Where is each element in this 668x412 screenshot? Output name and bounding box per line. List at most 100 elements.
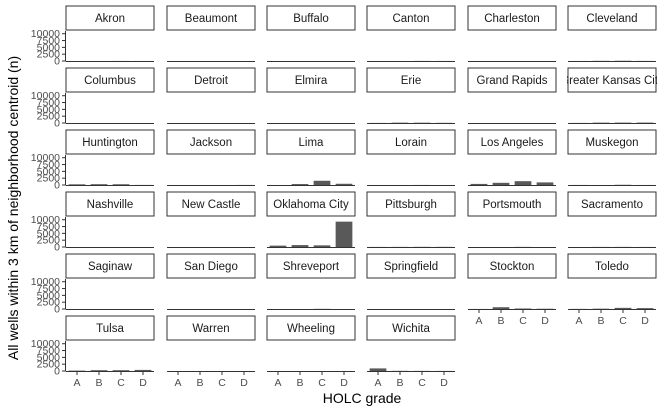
y-tick-label: 10000 [31,338,60,350]
facet-panel: Pittsburgh [366,191,456,248]
x-tick-label: A [73,377,80,389]
x-tick-label: D [641,315,649,327]
x-tick-label: C [418,377,426,389]
facet-panel: Los Angeles [467,129,557,186]
facet-strip-label: Wheeling [287,323,335,335]
y-tick-label: 0 [54,56,60,68]
facet-strip-label: Huntington [82,137,138,149]
bar [592,308,610,310]
facet-strip-label: Detroit [194,75,229,87]
facet-strip [467,129,557,155]
facet-strip-label: Pittsburgh [385,199,437,211]
facet-strip-label: Toledo [595,261,629,273]
x-tick-label: C [218,377,226,389]
bar [369,368,387,371]
y-tick-label: 5000 [37,166,61,178]
facet-panel: Wichita A B C D [366,315,456,389]
bar [470,183,488,185]
bar [536,182,554,185]
facet-strip-label: Shreveport [283,261,340,273]
facet-strip [166,191,256,217]
x-tick-label: A [274,377,281,389]
y-tick-label: 0 [54,304,60,316]
facet-panel: San Diego [166,253,256,310]
y-tick-label: 5000 [37,104,61,116]
bar [636,122,654,124]
y-tick-label: 10000 [31,28,60,40]
facet-panel: Sacramento [567,191,657,248]
bar [90,370,108,371]
y-tick-label: 7500 [37,221,61,233]
y-tick-label: 10000 [31,90,60,102]
bar [134,369,152,371]
facet-strip [467,253,557,279]
facet-strip [366,191,456,217]
facet-strip [65,315,155,341]
facet-strip [65,129,155,155]
bar [614,122,632,124]
y-tick-label: 7500 [37,345,61,357]
y-tick-label: 0 [54,118,60,130]
facet-strip [266,191,356,217]
x-tick-label: B [497,315,504,327]
y-tick-label: 5000 [37,42,61,54]
facet-strip-label: Elmira [295,75,328,87]
facet-panel: Oklahoma City [266,191,356,248]
x-tick-label: A [174,377,181,389]
y-tick-label: 2500 [37,359,61,371]
y-tick-label: 7500 [37,159,61,171]
facet-strip [266,315,356,341]
facet-panel: Grand Rapids [467,67,557,124]
bar [391,122,409,124]
facet-strip-label: Erie [401,75,421,87]
facet-panel: Charleston [467,5,557,62]
facet-panel: Buffalo [266,5,356,62]
bar [514,308,532,310]
y-tick-label: 7500 [37,97,61,109]
bar [335,221,353,247]
facet-strip [366,315,456,341]
bar [492,182,510,185]
bar [313,180,331,185]
bar [592,122,610,124]
bar [112,184,130,185]
facet-panel: Lorain [366,129,456,186]
facet-strip [65,191,155,217]
facet-strip-label: Springfield [384,261,438,273]
facet-strip-label: Nashville [87,199,134,211]
y-tick-label: 7500 [37,283,61,295]
facet-strip [65,253,155,279]
facet-panel: Muskegon [567,129,657,186]
bar [291,245,309,247]
facet-strip-label: Sacramento [581,199,643,211]
facet-panel: Elmira [266,67,356,124]
x-tick-label: B [296,377,303,389]
facet-strip-label: Greater Kansas City [560,75,664,87]
facet-panel: Lima [266,129,356,186]
y-tick-label: 0 [54,180,60,192]
facet-panel: Erie [366,67,456,124]
facet-strip-label: Muskegon [585,137,638,149]
bar [269,245,287,247]
bar [68,184,86,185]
bar [492,307,510,309]
facet-strip [266,253,356,279]
facet-strip [166,253,256,279]
y-tick-label: 0 [54,366,60,378]
x-tick-label: A [575,315,582,327]
bar [68,370,86,372]
facet-strip [567,5,657,31]
x-tick-label: D [340,377,348,389]
facet-panel: Shreveport [266,253,356,310]
facet-panel: Wheeling A B C D [266,315,356,389]
facet-strip-label: Lima [299,137,325,149]
facet-strip-label: San Diego [184,261,238,273]
facet-strip-label: Tulsa [96,323,124,335]
facet-strip [567,67,657,93]
facet-panel: Springfield [366,253,456,310]
facet-panel: Canton [366,5,456,62]
y-tick-label: 2500 [37,235,61,247]
facet-strip-label: New Castle [182,199,241,211]
